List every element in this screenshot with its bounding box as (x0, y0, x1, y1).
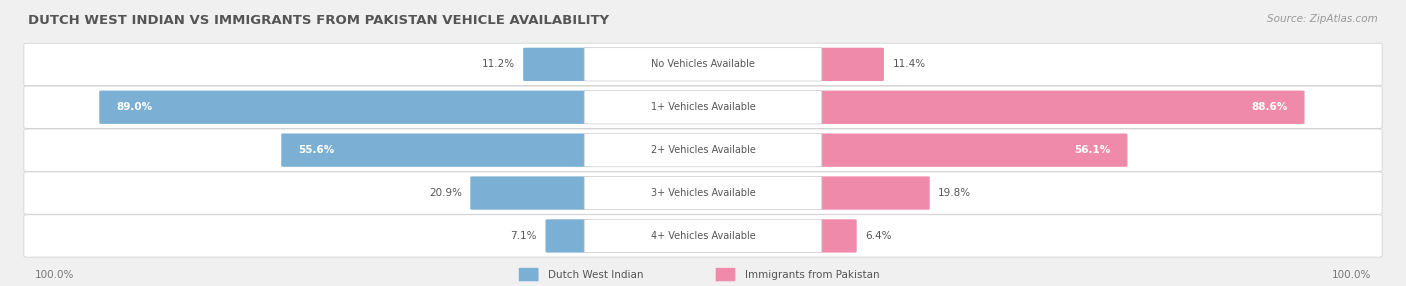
FancyBboxPatch shape (585, 176, 821, 210)
FancyBboxPatch shape (24, 43, 1382, 86)
FancyBboxPatch shape (585, 48, 821, 81)
FancyBboxPatch shape (815, 134, 1128, 167)
FancyBboxPatch shape (815, 219, 856, 253)
Text: Dutch West Indian: Dutch West Indian (548, 270, 644, 279)
FancyBboxPatch shape (546, 219, 591, 253)
Text: 2+ Vehicles Available: 2+ Vehicles Available (651, 145, 755, 155)
Text: 20.9%: 20.9% (429, 188, 463, 198)
FancyBboxPatch shape (585, 134, 821, 167)
Text: 100.0%: 100.0% (35, 270, 75, 279)
Text: 89.0%: 89.0% (117, 102, 152, 112)
Text: 7.1%: 7.1% (510, 231, 537, 241)
Text: 11.2%: 11.2% (482, 59, 515, 69)
Text: 100.0%: 100.0% (1331, 270, 1371, 279)
FancyBboxPatch shape (523, 48, 591, 81)
FancyBboxPatch shape (716, 268, 735, 281)
Text: 3+ Vehicles Available: 3+ Vehicles Available (651, 188, 755, 198)
Text: 19.8%: 19.8% (938, 188, 972, 198)
FancyBboxPatch shape (471, 176, 591, 210)
Text: 88.6%: 88.6% (1251, 102, 1288, 112)
FancyBboxPatch shape (281, 134, 591, 167)
Text: Source: ZipAtlas.com: Source: ZipAtlas.com (1267, 14, 1378, 24)
Text: 11.4%: 11.4% (893, 59, 925, 69)
Text: 56.1%: 56.1% (1074, 145, 1111, 155)
Text: 4+ Vehicles Available: 4+ Vehicles Available (651, 231, 755, 241)
Text: 1+ Vehicles Available: 1+ Vehicles Available (651, 102, 755, 112)
Text: 6.4%: 6.4% (865, 231, 891, 241)
FancyBboxPatch shape (24, 172, 1382, 214)
Text: DUTCH WEST INDIAN VS IMMIGRANTS FROM PAKISTAN VEHICLE AVAILABILITY: DUTCH WEST INDIAN VS IMMIGRANTS FROM PAK… (28, 14, 609, 27)
FancyBboxPatch shape (585, 219, 821, 253)
FancyBboxPatch shape (24, 86, 1382, 128)
FancyBboxPatch shape (815, 176, 929, 210)
FancyBboxPatch shape (815, 91, 1305, 124)
FancyBboxPatch shape (519, 268, 538, 281)
FancyBboxPatch shape (24, 215, 1382, 257)
FancyBboxPatch shape (24, 129, 1382, 171)
Text: Immigrants from Pakistan: Immigrants from Pakistan (745, 270, 880, 279)
FancyBboxPatch shape (815, 48, 884, 81)
Text: 55.6%: 55.6% (298, 145, 335, 155)
FancyBboxPatch shape (100, 91, 591, 124)
FancyBboxPatch shape (585, 91, 821, 124)
Text: No Vehicles Available: No Vehicles Available (651, 59, 755, 69)
